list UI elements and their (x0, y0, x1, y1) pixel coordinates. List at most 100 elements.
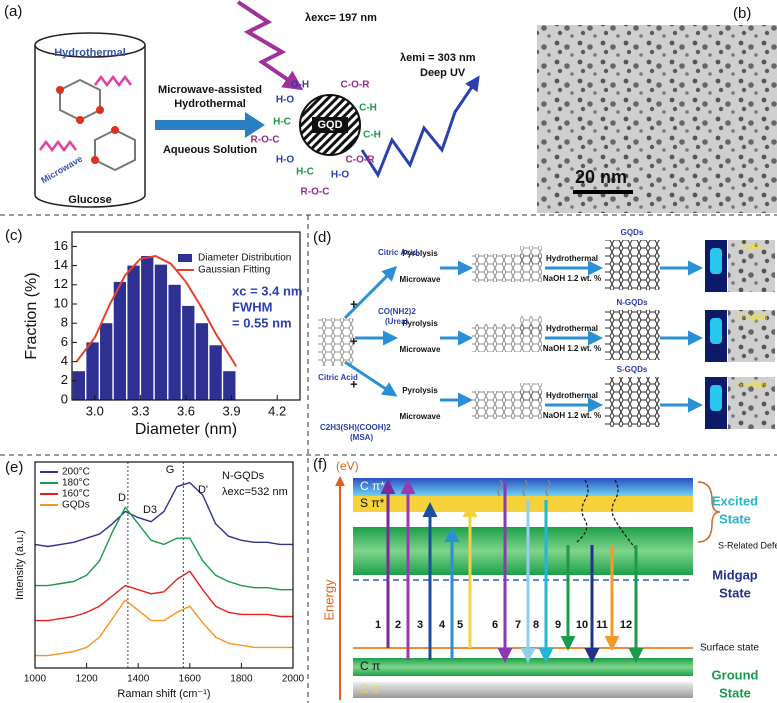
y-tick-label: 2 (61, 372, 68, 387)
y-tick-label: 10 (54, 295, 68, 310)
shape (91, 156, 99, 164)
band-label: C σ (360, 682, 380, 696)
shape (344, 360, 398, 397)
x-tick-label: 1200 (75, 674, 98, 685)
step-label: NaOH 1.2 wt. % (543, 411, 601, 420)
legend-label: Diameter Distribution (198, 253, 291, 264)
reagent: (MSA) (350, 433, 373, 442)
photo-glow (710, 248, 722, 274)
plus: + (350, 333, 358, 348)
state-label: State (719, 585, 751, 600)
legend-label: 200°C (62, 467, 90, 478)
molecule (318, 318, 354, 366)
peak-label: D' (198, 484, 208, 496)
spectrum (35, 506, 293, 591)
step-label: Microwave (400, 345, 441, 354)
x-tick-label: 1800 (230, 674, 253, 685)
x-tick-label: 3.3 (131, 403, 149, 418)
product-label: S-GQDs (617, 365, 648, 374)
bar (223, 371, 236, 400)
x-tick-label: 3.9 (223, 403, 241, 418)
reagent: CO(NH2)2 (378, 307, 416, 316)
shape (111, 126, 119, 134)
product-label: N-GQDs (616, 298, 648, 307)
band-label: S π* (360, 496, 385, 510)
legend-label: 180°C (62, 478, 90, 489)
y-tick-label: 16 (54, 238, 68, 253)
x-axis-label: Diameter (nm) (135, 421, 237, 438)
functional-groups: O-HH-OC-O-RC-HH-CR-O-CH-OH-CR-O-CH-OC-O-… (251, 80, 381, 198)
photo-label: N-GQDs (737, 313, 768, 322)
state-label: S-Related Defects (718, 540, 777, 550)
vessel-top (34, 32, 146, 58)
x-tick-label: 1400 (127, 674, 150, 685)
divider (0, 214, 777, 703)
step-label: Pyrolysis (402, 319, 438, 328)
shape (76, 116, 84, 124)
step-label: Hydrothermal (546, 324, 598, 333)
product-structure (605, 240, 660, 290)
x-tick-label: 1000 (24, 674, 47, 685)
x-tick-label: 3.6 (177, 403, 195, 418)
step-label: Microwave (400, 412, 441, 421)
intermediate (520, 316, 542, 334)
y-tick-label: 4 (61, 353, 68, 368)
bar (182, 305, 195, 400)
route-rows: Pyrolysis Microwave Hydrothermal NaOH 1.2 w… (400, 228, 775, 429)
bar (195, 323, 209, 400)
excitation-wave (236, 0, 304, 91)
transition-label: 3 (417, 619, 423, 631)
shape (576, 479, 589, 543)
precursor-label: Glucose (68, 194, 111, 206)
product-label: GQDs (621, 228, 644, 237)
peak-label: D (118, 492, 126, 504)
transitions: 1 2 3 4 5 6 7 8 9 10 11 12 (375, 479, 644, 663)
transition-label: 8 (533, 619, 539, 631)
photo-glow (710, 318, 722, 344)
shape (96, 106, 104, 114)
functional-group: H-O (331, 170, 350, 181)
dot-label-bg (312, 117, 348, 133)
shape (522, 479, 528, 497)
panel-label: (a) (4, 3, 22, 20)
shape (56, 86, 64, 94)
photo-label: GQDs (741, 243, 763, 252)
state-label: Excited (712, 493, 758, 508)
vessel-label: Hydrothermal (54, 47, 126, 59)
tem-photo (728, 310, 775, 362)
bar (209, 345, 222, 400)
legend-label: 160°C (62, 489, 90, 500)
x-axis-label: Raman shift (cm⁻¹) (117, 688, 210, 700)
legend-label: GQDs (62, 500, 90, 511)
transition-label: 4 (439, 619, 446, 631)
plus: + (350, 296, 358, 311)
x-tick-label: 3.0 (86, 403, 104, 418)
tem-photo (728, 377, 775, 429)
peak-label: G (166, 464, 175, 476)
transition-label: 2 (395, 619, 401, 631)
functional-group: H-O (276, 95, 295, 106)
annotation: xc = 3.4 nm (232, 283, 302, 298)
scale-label: 20 nm (575, 167, 627, 187)
transition-label: 1 (375, 619, 381, 631)
panel-label: (d) (313, 229, 331, 246)
state-label: Surface state (700, 643, 759, 654)
c-sigma-band (353, 682, 693, 698)
functional-group: H-C (296, 167, 314, 178)
functional-group: R-O-C (251, 135, 280, 146)
peak-label: D3 (143, 504, 157, 516)
precursor: Citric Acid (318, 373, 358, 382)
method-label: Hydrothermal (174, 98, 246, 110)
step-label: Hydrothermal (546, 254, 598, 263)
transition-label: 11 (596, 619, 608, 631)
functional-group: C-H (359, 103, 377, 114)
bar (127, 265, 140, 400)
step-label: NaOH 1.2 wt. % (543, 274, 601, 283)
axis-unit: (eV) (336, 459, 359, 473)
bar (100, 323, 113, 400)
product-structure (605, 377, 660, 427)
state-label: Ground (712, 667, 759, 682)
excitation-label: λexc= 197 nm (305, 12, 377, 24)
y-axis-label: Fraction (%) (23, 272, 40, 359)
bar (86, 342, 99, 400)
